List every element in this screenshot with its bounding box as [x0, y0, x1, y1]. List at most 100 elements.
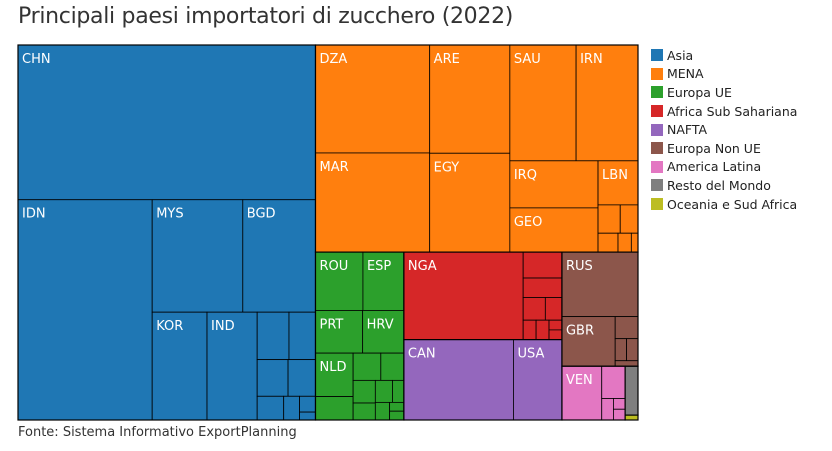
- legend-item[interactable]: Africa Sub Sahariana: [651, 102, 797, 121]
- legend-item[interactable]: NAFTA: [651, 120, 797, 139]
- treemap-cell[interactable]: [509, 207, 599, 253]
- treemap-cell[interactable]: [256, 359, 289, 397]
- treemap-cell[interactable]: [256, 311, 290, 361]
- legend-label: NAFTA: [667, 122, 708, 138]
- treemap-cell[interactable]: [17, 199, 153, 421]
- treemap-group-outline: [624, 414, 639, 421]
- treemap-cell[interactable]: [315, 44, 431, 154]
- treemap-cell[interactable]: [362, 310, 405, 354]
- treemap-cell-label: VEN: [566, 373, 593, 388]
- treemap-cell-label: ROU: [320, 259, 349, 274]
- treemap-group: CHN IDN MYS BGD KOR IND: [17, 44, 317, 421]
- treemap-cell[interactable]: [535, 319, 550, 341]
- treemap-cell[interactable]: [522, 277, 563, 298]
- legend-label: Europa Non UE: [667, 140, 761, 156]
- treemap-cell[interactable]: [548, 319, 563, 331]
- treemap-cell[interactable]: [575, 44, 639, 162]
- treemap-cell-label: NGA: [408, 259, 437, 274]
- treemap-cell[interactable]: [601, 398, 614, 421]
- legend-label: Africa Sub Sahariana: [667, 103, 798, 119]
- treemap-cell[interactable]: [352, 402, 376, 421]
- source-note: Fonte: Sistema Informativo ExportPlannin…: [18, 425, 297, 440]
- treemap-cell[interactable]: [283, 395, 300, 421]
- treemap-cell[interactable]: [315, 396, 354, 421]
- treemap-cell[interactable]: [522, 297, 546, 321]
- treemap-cell[interactable]: [601, 365, 626, 399]
- treemap-cell[interactable]: [509, 44, 577, 162]
- treemap-cell[interactable]: [624, 414, 639, 421]
- treemap-cell[interactable]: [613, 398, 626, 410]
- treemap-cell[interactable]: [299, 395, 316, 413]
- legend-label: MENA: [667, 66, 704, 82]
- treemap-cell[interactable]: [509, 160, 599, 209]
- treemap-cell[interactable]: [429, 152, 511, 253]
- treemap-cell[interactable]: [256, 395, 285, 421]
- legend-item[interactable]: MENA: [651, 65, 797, 84]
- treemap-cell-label: ARE: [434, 52, 460, 67]
- legend-swatch: [651, 198, 663, 211]
- treemap-cell-label: SAU: [514, 52, 541, 67]
- treemap-cell[interactable]: [151, 199, 244, 313]
- treemap-cell[interactable]: [630, 232, 639, 253]
- treemap-cell[interactable]: [626, 338, 639, 362]
- legend-item[interactable]: Oceania e Sud Africa: [651, 195, 797, 214]
- treemap-cell-label: MYS: [156, 207, 183, 222]
- treemap-cell[interactable]: [614, 338, 627, 362]
- treemap-cell-label: IND: [211, 319, 235, 334]
- treemap-cell[interactable]: [288, 311, 316, 361]
- treemap-cell[interactable]: [352, 352, 382, 381]
- treemap-cell[interactable]: [597, 232, 619, 253]
- treemap-cell[interactable]: [315, 152, 431, 253]
- treemap-cell[interactable]: [17, 44, 316, 201]
- treemap-cell[interactable]: [389, 410, 405, 421]
- treemap-cell[interactable]: [513, 339, 563, 421]
- legend-item[interactable]: Resto del Mondo: [651, 176, 797, 195]
- legend-item[interactable]: Europa UE: [651, 83, 797, 102]
- treemap-cell-label: DZA: [320, 52, 348, 67]
- treemap-cell-label: KOR: [156, 319, 183, 334]
- treemap-cell[interactable]: [561, 251, 639, 318]
- treemap-cell-label: CAN: [408, 347, 436, 362]
- treemap-cell[interactable]: [617, 232, 632, 253]
- treemap-cell-label: CHN: [22, 52, 51, 67]
- treemap-cell[interactable]: [613, 408, 626, 421]
- legend-swatch: [651, 49, 663, 62]
- treemap-cell[interactable]: [548, 329, 563, 341]
- treemap-cell[interactable]: [374, 379, 393, 403]
- treemap-cell[interactable]: [597, 160, 639, 206]
- treemap-group: CAN USA: [403, 339, 563, 421]
- treemap-group: NGA: [403, 251, 563, 341]
- treemap-cell[interactable]: [389, 401, 405, 412]
- treemap-cell[interactable]: [522, 319, 537, 341]
- treemap-cell[interactable]: [429, 44, 511, 154]
- treemap-cell[interactable]: [597, 204, 621, 234]
- treemap-cell-label: PRT: [320, 317, 344, 332]
- treemap-cell-label: HRV: [367, 317, 394, 332]
- treemap-cell-label: IRQ: [514, 168, 537, 183]
- treemap-cell[interactable]: [624, 365, 639, 416]
- treemap-group: [624, 365, 639, 416]
- treemap-cell[interactable]: [380, 352, 405, 381]
- treemap-cell[interactable]: [522, 251, 563, 279]
- treemap-cell[interactable]: [287, 359, 316, 397]
- treemap-cell[interactable]: [352, 379, 376, 404]
- legend-label: America Latina: [667, 159, 762, 175]
- legend-item[interactable]: Asia: [651, 46, 797, 65]
- legend-swatch: [651, 142, 663, 155]
- legend-item[interactable]: America Latina: [651, 158, 797, 177]
- treemap-cell[interactable]: [561, 316, 616, 367]
- treemap-cell[interactable]: [614, 316, 639, 340]
- treemap-cell[interactable]: [544, 297, 563, 321]
- legend-label: Oceania e Sud Africa: [667, 196, 798, 212]
- treemap-group: [624, 414, 639, 421]
- legend-swatch: [651, 179, 663, 192]
- legend-label: Resto del Mondo: [667, 177, 771, 193]
- treemap-cell[interactable]: [614, 360, 639, 367]
- treemap-cell[interactable]: [619, 204, 639, 234]
- legend-item[interactable]: Europa Non UE: [651, 139, 797, 158]
- treemap-cell[interactable]: [403, 339, 514, 421]
- treemap-cell[interactable]: [374, 401, 391, 421]
- treemap-cell[interactable]: [392, 379, 405, 403]
- treemap-cell-label: EGY: [434, 160, 460, 175]
- treemap-cell[interactable]: [299, 411, 316, 421]
